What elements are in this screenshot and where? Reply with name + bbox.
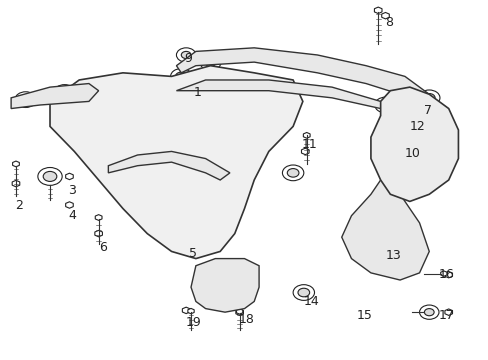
Text: 13: 13 <box>385 248 401 261</box>
Circle shape <box>200 54 221 70</box>
Polygon shape <box>176 48 428 102</box>
Text: 4: 4 <box>68 209 76 222</box>
Circle shape <box>379 244 400 259</box>
Circle shape <box>176 48 196 62</box>
Text: 14: 14 <box>303 295 319 308</box>
Circle shape <box>399 114 424 133</box>
Text: 7: 7 <box>424 104 431 117</box>
Circle shape <box>393 115 415 131</box>
Circle shape <box>170 68 192 84</box>
Circle shape <box>15 92 36 108</box>
Circle shape <box>292 285 314 300</box>
Text: 10: 10 <box>404 147 420 160</box>
Circle shape <box>404 118 419 129</box>
Text: 3: 3 <box>68 184 76 197</box>
Circle shape <box>219 283 230 292</box>
Circle shape <box>181 51 191 59</box>
Text: 15: 15 <box>356 309 371 322</box>
Circle shape <box>204 58 216 66</box>
Text: 17: 17 <box>438 309 454 322</box>
Circle shape <box>374 97 395 113</box>
Text: 12: 12 <box>409 120 425 133</box>
Text: 11: 11 <box>301 138 317 151</box>
Polygon shape <box>108 152 229 180</box>
Circle shape <box>38 167 62 185</box>
Text: 5: 5 <box>188 247 196 260</box>
Text: 1: 1 <box>193 86 201 99</box>
Polygon shape <box>191 258 259 312</box>
Text: 9: 9 <box>184 52 192 65</box>
Circle shape <box>384 247 395 256</box>
Circle shape <box>59 88 70 97</box>
Text: 16: 16 <box>438 268 454 281</box>
Text: 2: 2 <box>15 198 23 212</box>
Polygon shape <box>341 180 428 280</box>
Circle shape <box>175 72 187 81</box>
Text: 19: 19 <box>186 316 202 329</box>
Circle shape <box>287 168 298 177</box>
Polygon shape <box>370 87 458 202</box>
Circle shape <box>20 95 31 104</box>
Circle shape <box>398 118 410 127</box>
Polygon shape <box>50 66 302 258</box>
Circle shape <box>297 288 309 297</box>
Circle shape <box>379 101 390 109</box>
Polygon shape <box>11 84 99 109</box>
Circle shape <box>282 165 303 181</box>
Text: 6: 6 <box>99 241 106 255</box>
Polygon shape <box>176 80 409 123</box>
Circle shape <box>424 309 433 316</box>
Circle shape <box>43 171 57 181</box>
Text: 8: 8 <box>385 16 393 29</box>
Circle shape <box>419 305 438 319</box>
Circle shape <box>418 90 439 106</box>
Circle shape <box>214 279 235 295</box>
Circle shape <box>423 94 434 102</box>
Circle shape <box>54 85 75 100</box>
Text: 18: 18 <box>238 313 254 326</box>
